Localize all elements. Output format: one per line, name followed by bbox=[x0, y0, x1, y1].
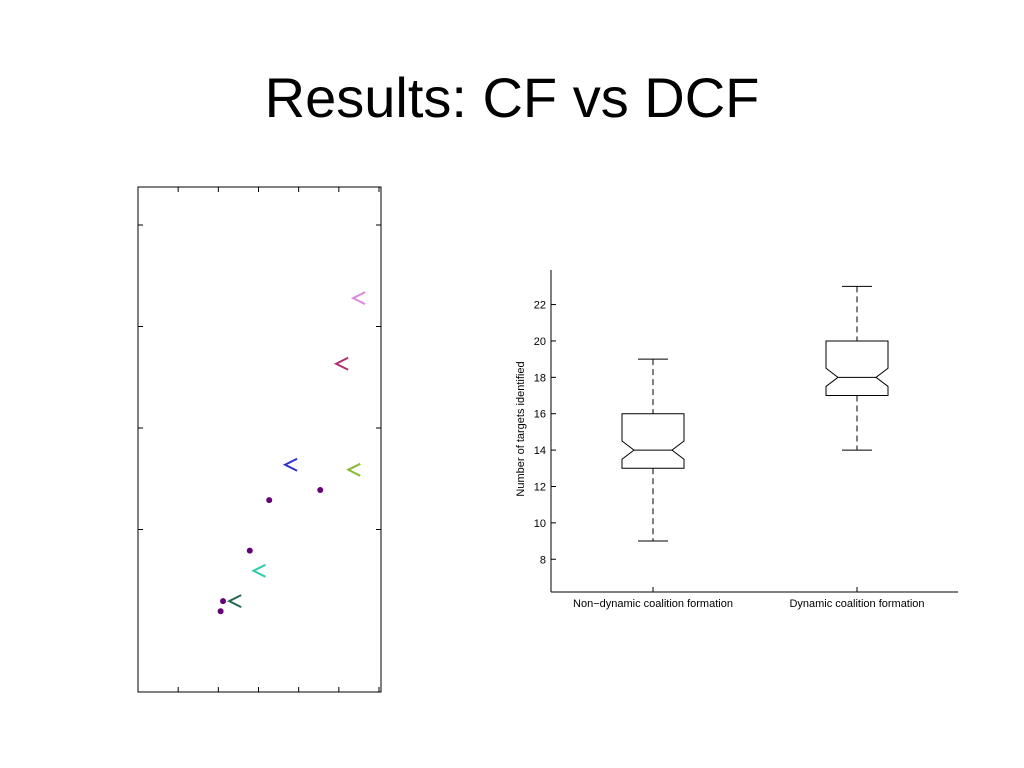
scatter-point-arrow bbox=[226, 594, 242, 608]
notched-box bbox=[621, 413, 685, 469]
y-tick-label: 14 bbox=[534, 445, 546, 457]
y-tick-label: 20 bbox=[534, 336, 546, 348]
scatter-point-dot bbox=[217, 608, 224, 615]
slide-title: Results: CF vs DCF bbox=[264, 66, 760, 129]
x-category-label: Dynamic coalition formation bbox=[789, 598, 924, 610]
y-tick-label: 16 bbox=[534, 409, 546, 421]
scatter-point-dot bbox=[246, 547, 253, 554]
scatter-point-arrow bbox=[251, 563, 266, 578]
y-tick-label: 18 bbox=[534, 372, 546, 384]
scatter-axes-frame bbox=[137, 186, 382, 693]
scatter-point-arrow bbox=[333, 356, 349, 371]
y-tick-label: 12 bbox=[534, 481, 546, 493]
y-tick-label: 8 bbox=[540, 554, 546, 566]
y-axis-label: Number of targets identified bbox=[515, 361, 527, 496]
scatter-point-arrow bbox=[282, 457, 298, 472]
x-category-label: Non−dynamic coalition formation bbox=[573, 598, 733, 610]
scatter-point-dot bbox=[220, 598, 227, 605]
scatter-point-dot bbox=[266, 497, 273, 504]
y-tick-label: 10 bbox=[534, 518, 546, 530]
scatter-point-arrow bbox=[346, 462, 361, 477]
notched-box bbox=[825, 340, 889, 397]
y-tick-label: 22 bbox=[534, 300, 546, 312]
scatter-point-dot bbox=[317, 487, 324, 493]
scatter-point-arrow bbox=[350, 291, 366, 305]
